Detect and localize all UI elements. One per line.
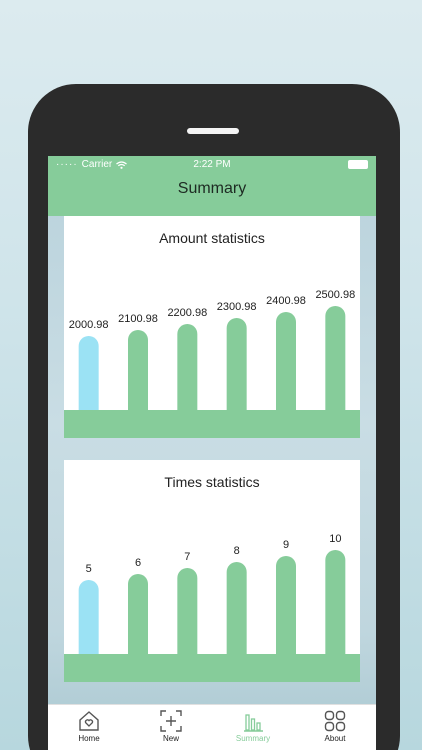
nav-bar: Summary: [48, 174, 376, 216]
bar: [226, 318, 247, 410]
add-frame-icon: [160, 710, 182, 732]
tab-home[interactable]: Home: [48, 705, 130, 750]
category-label-band: [64, 410, 360, 438]
value-label: 9: [283, 539, 289, 551]
status-bar: ····· Carrier 2:22 PM: [48, 156, 376, 174]
bar: [128, 330, 148, 410]
category-label-band: [64, 654, 360, 682]
value-label: 5: [86, 563, 92, 575]
value-label: 2200.98: [167, 307, 207, 319]
tab-new[interactable]: New: [130, 705, 212, 750]
status-time: 2:22 PM: [193, 159, 231, 170]
bar: [276, 556, 296, 654]
value-label: 2000.98: [69, 319, 109, 331]
tab-label: Summary: [235, 734, 271, 743]
tab-about[interactable]: About: [294, 705, 376, 750]
bar: [177, 568, 198, 654]
tab-label: Home: [78, 734, 100, 743]
signal-dots-icon: ·····: [56, 159, 78, 170]
bar: [78, 336, 99, 410]
bar: [177, 324, 198, 410]
phone-speaker: [187, 128, 239, 134]
carrier-info: ····· Carrier: [56, 159, 128, 170]
tab-label: About: [324, 734, 346, 743]
value-label: 6: [135, 557, 141, 569]
bar: [78, 580, 99, 654]
house-heart-icon: [79, 711, 99, 731]
value-label: 2400.98: [266, 295, 306, 307]
wifi-icon: [116, 160, 128, 169]
battery-icon: [348, 160, 368, 169]
chart-title: Amount statistics: [159, 230, 265, 246]
grid-icon: [324, 710, 346, 732]
carrier-label: Carrier: [81, 159, 113, 170]
tab-summary[interactable]: Summary: [212, 705, 294, 750]
bar-chart-icon: [244, 714, 263, 732]
amount-statistics-chart: 2000.98DomesticHotels2100.98Internationa…: [64, 256, 360, 438]
value-label: 7: [184, 551, 190, 563]
tab-bar: Home New Summary Abo: [48, 704, 376, 750]
app-screen: ····· Carrier 2:22 PM Summary Amount sta…: [48, 156, 376, 750]
bar: [325, 550, 346, 654]
amount-statistics-card: Amount statistics 2000.98DomesticHotels2…: [64, 216, 360, 438]
chart-title: Times statistics: [164, 474, 260, 490]
bar: [226, 562, 247, 654]
bar: [128, 574, 148, 654]
value-label: 10: [329, 533, 341, 545]
value-label: 2500.98: [315, 289, 355, 301]
times-statistics-card: Times statistics 5DomesticHotels6Interna…: [64, 460, 360, 682]
value-label: 2100.98: [118, 313, 158, 325]
value-label: 8: [234, 545, 240, 557]
times-statistics-chart: 5DomesticHotels6InternationalHotel7Aircr…: [64, 500, 360, 682]
tab-label: New: [162, 734, 179, 743]
page-title: Summary: [177, 180, 247, 197]
value-label: 2300.98: [217, 301, 257, 313]
bar: [325, 306, 346, 410]
bar: [276, 312, 296, 410]
